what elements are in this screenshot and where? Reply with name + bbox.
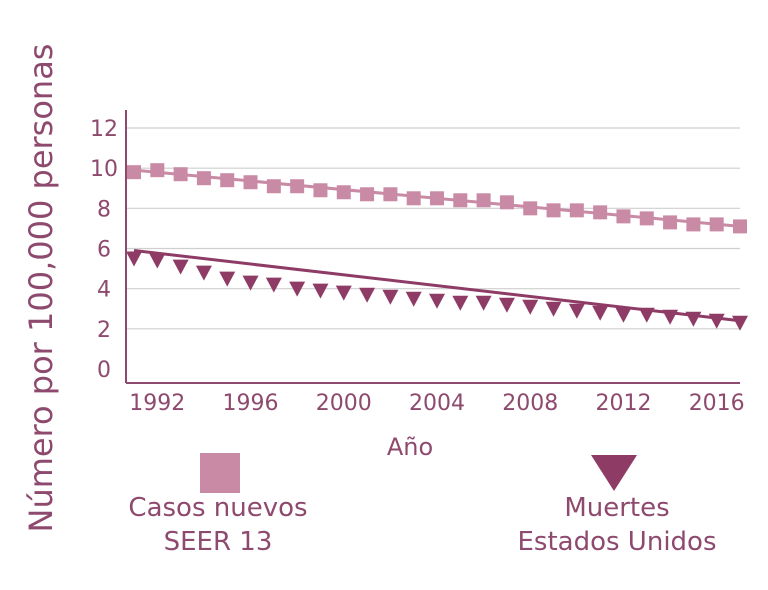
y-tick-label: 0 — [97, 358, 111, 383]
data-point-deaths — [498, 297, 515, 313]
data-point-new-cases — [360, 187, 375, 202]
data-point-new-cases — [196, 171, 211, 186]
data-point-deaths — [708, 313, 725, 329]
y-tick-label: 12 — [90, 117, 118, 142]
data-point-deaths — [405, 291, 422, 307]
axes — [125, 110, 740, 384]
data-point-new-cases — [733, 219, 747, 234]
x-tick-label: 2008 — [502, 391, 558, 416]
data-point-deaths — [242, 275, 259, 291]
data-point-deaths — [452, 295, 469, 311]
legend-marker-deaths — [591, 455, 637, 491]
y-axis-title: Número por 100,000 personas — [22, 44, 60, 533]
data-point-deaths — [475, 295, 492, 311]
data-point-new-cases — [616, 209, 631, 224]
legend-label-new-cases-line1: Casos nuevos — [128, 493, 307, 523]
data-point-deaths — [615, 307, 632, 323]
data-point-new-cases — [220, 173, 235, 188]
legend: Casos nuevos SEER 13 Muertes Estados Uni… — [128, 453, 717, 557]
data-point-deaths — [172, 259, 189, 275]
x-tick-label: 1996 — [223, 391, 279, 416]
data-point-new-cases — [243, 175, 258, 190]
legend-label-new-cases-line2: SEER 13 — [164, 527, 273, 557]
data-point-new-cases — [150, 163, 165, 178]
data-point-new-cases — [639, 211, 654, 226]
data-point-new-cases — [476, 193, 491, 208]
data-point-new-cases — [686, 217, 701, 232]
data-point-deaths — [662, 309, 679, 325]
data-point-new-cases — [313, 183, 328, 198]
y-tick-labels: 0 2 4 6 8 10 12 — [90, 117, 118, 383]
data-point-deaths — [382, 289, 399, 305]
data-point-deaths — [685, 311, 702, 327]
legend-marker-new-cases — [200, 453, 240, 493]
x-tick-label: 2004 — [409, 391, 465, 416]
data-point-new-cases — [406, 191, 421, 206]
data-point-new-cases — [266, 179, 281, 194]
data-markers — [126, 163, 748, 331]
data-point-new-cases — [663, 215, 678, 230]
data-point-deaths — [149, 253, 166, 269]
data-point-deaths — [592, 305, 609, 321]
x-tick-label: 1992 — [129, 391, 185, 416]
data-point-deaths — [312, 283, 329, 299]
x-tick-label: 2016 — [689, 391, 745, 416]
y-tick-label: 10 — [90, 157, 118, 182]
data-point-new-cases — [336, 185, 351, 200]
data-point-deaths — [732, 315, 748, 331]
data-point-deaths — [429, 293, 445, 309]
y-tick-label: 8 — [97, 197, 111, 222]
data-point-deaths — [126, 251, 142, 267]
trend-line — [133, 249, 741, 323]
data-point-new-cases — [290, 179, 305, 194]
data-point-new-cases — [430, 191, 444, 206]
data-point-deaths — [265, 277, 282, 293]
data-point-new-cases — [546, 203, 561, 218]
data-point-deaths — [195, 265, 212, 281]
x-axis-title: Año — [387, 433, 433, 461]
y-tick-label: 4 — [97, 278, 111, 303]
legend-label-deaths-line2: Estados Unidos — [517, 527, 716, 557]
data-point-new-cases — [593, 205, 608, 220]
y-tick-label: 6 — [97, 238, 111, 263]
x-tick-label: 2012 — [595, 391, 651, 416]
grid-lines — [126, 127, 740, 330]
data-point-deaths — [359, 287, 376, 303]
data-point-new-cases — [499, 195, 514, 210]
data-point-new-cases — [523, 201, 538, 216]
data-point-new-cases — [383, 187, 398, 202]
y-tick-label: 2 — [97, 318, 111, 343]
data-point-new-cases — [127, 165, 141, 180]
data-point-new-cases — [453, 193, 468, 208]
data-point-deaths — [638, 307, 655, 323]
data-point-deaths — [568, 303, 585, 319]
data-point-deaths — [289, 281, 306, 297]
data-point-deaths — [219, 271, 236, 287]
data-point-new-cases — [709, 217, 724, 232]
legend-label-deaths-line1: Muertes — [564, 493, 669, 523]
data-point-deaths — [522, 299, 539, 315]
data-point-deaths — [335, 285, 352, 301]
data-point-new-cases — [173, 167, 188, 182]
data-point-deaths — [545, 301, 562, 317]
x-tick-labels: 1992 1996 2000 2004 2008 2012 2016 — [129, 391, 744, 416]
x-tick-label: 2000 — [316, 391, 372, 416]
data-point-new-cases — [569, 203, 584, 218]
